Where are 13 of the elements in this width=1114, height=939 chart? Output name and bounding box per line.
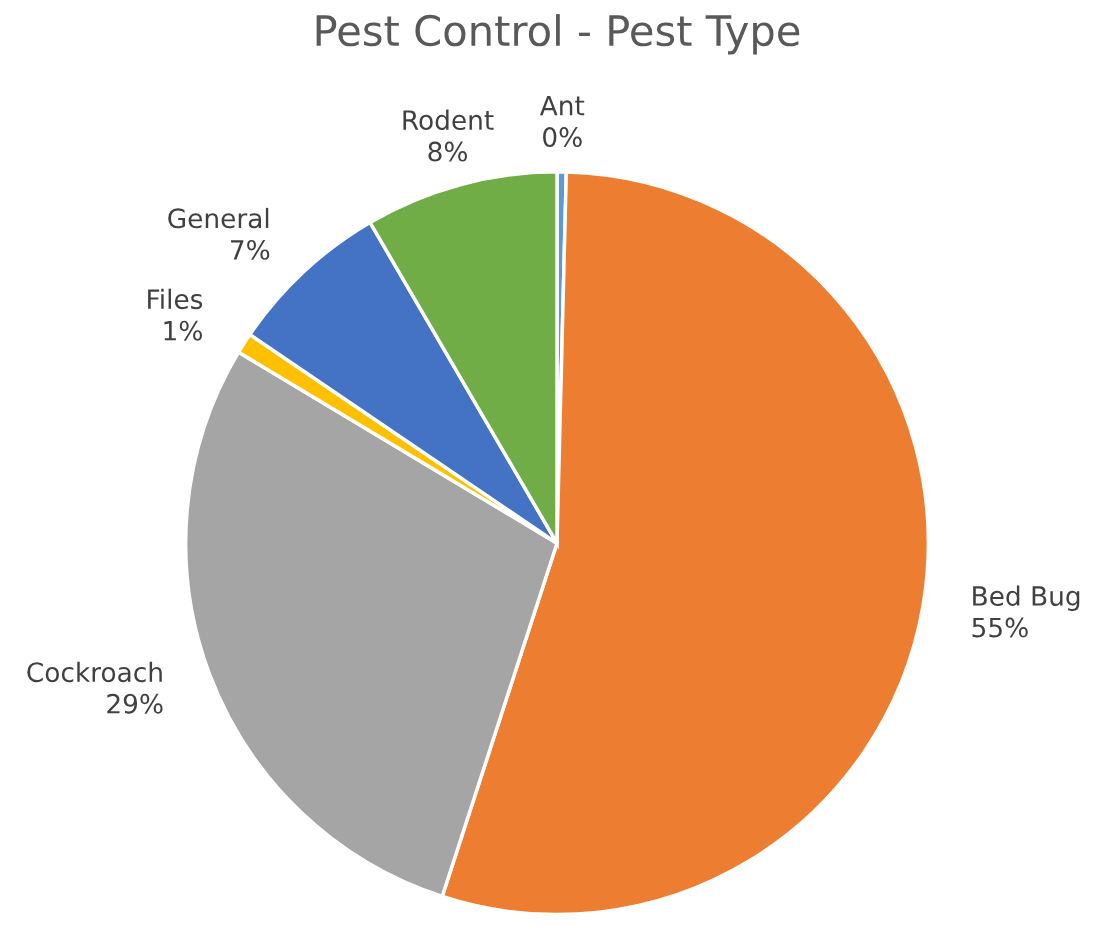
slice-label: General [168,207,269,229]
chart-title: Pest Control - Pest Type [316,14,800,55]
data-label: 8% [428,141,468,162]
slice-label: Ant [539,95,585,116]
slice-label: Rodent [403,109,494,131]
slice-label: Cockroach [27,661,162,683]
data-label: 7% [231,239,270,260]
slice-label: Bed Bug [973,585,1080,612]
data-label: 1% [164,320,202,341]
data-label: 29% [107,693,163,714]
slice-label: Files [148,288,203,310]
data-label: 55% [972,617,1028,638]
data-label: 0% [543,127,582,148]
